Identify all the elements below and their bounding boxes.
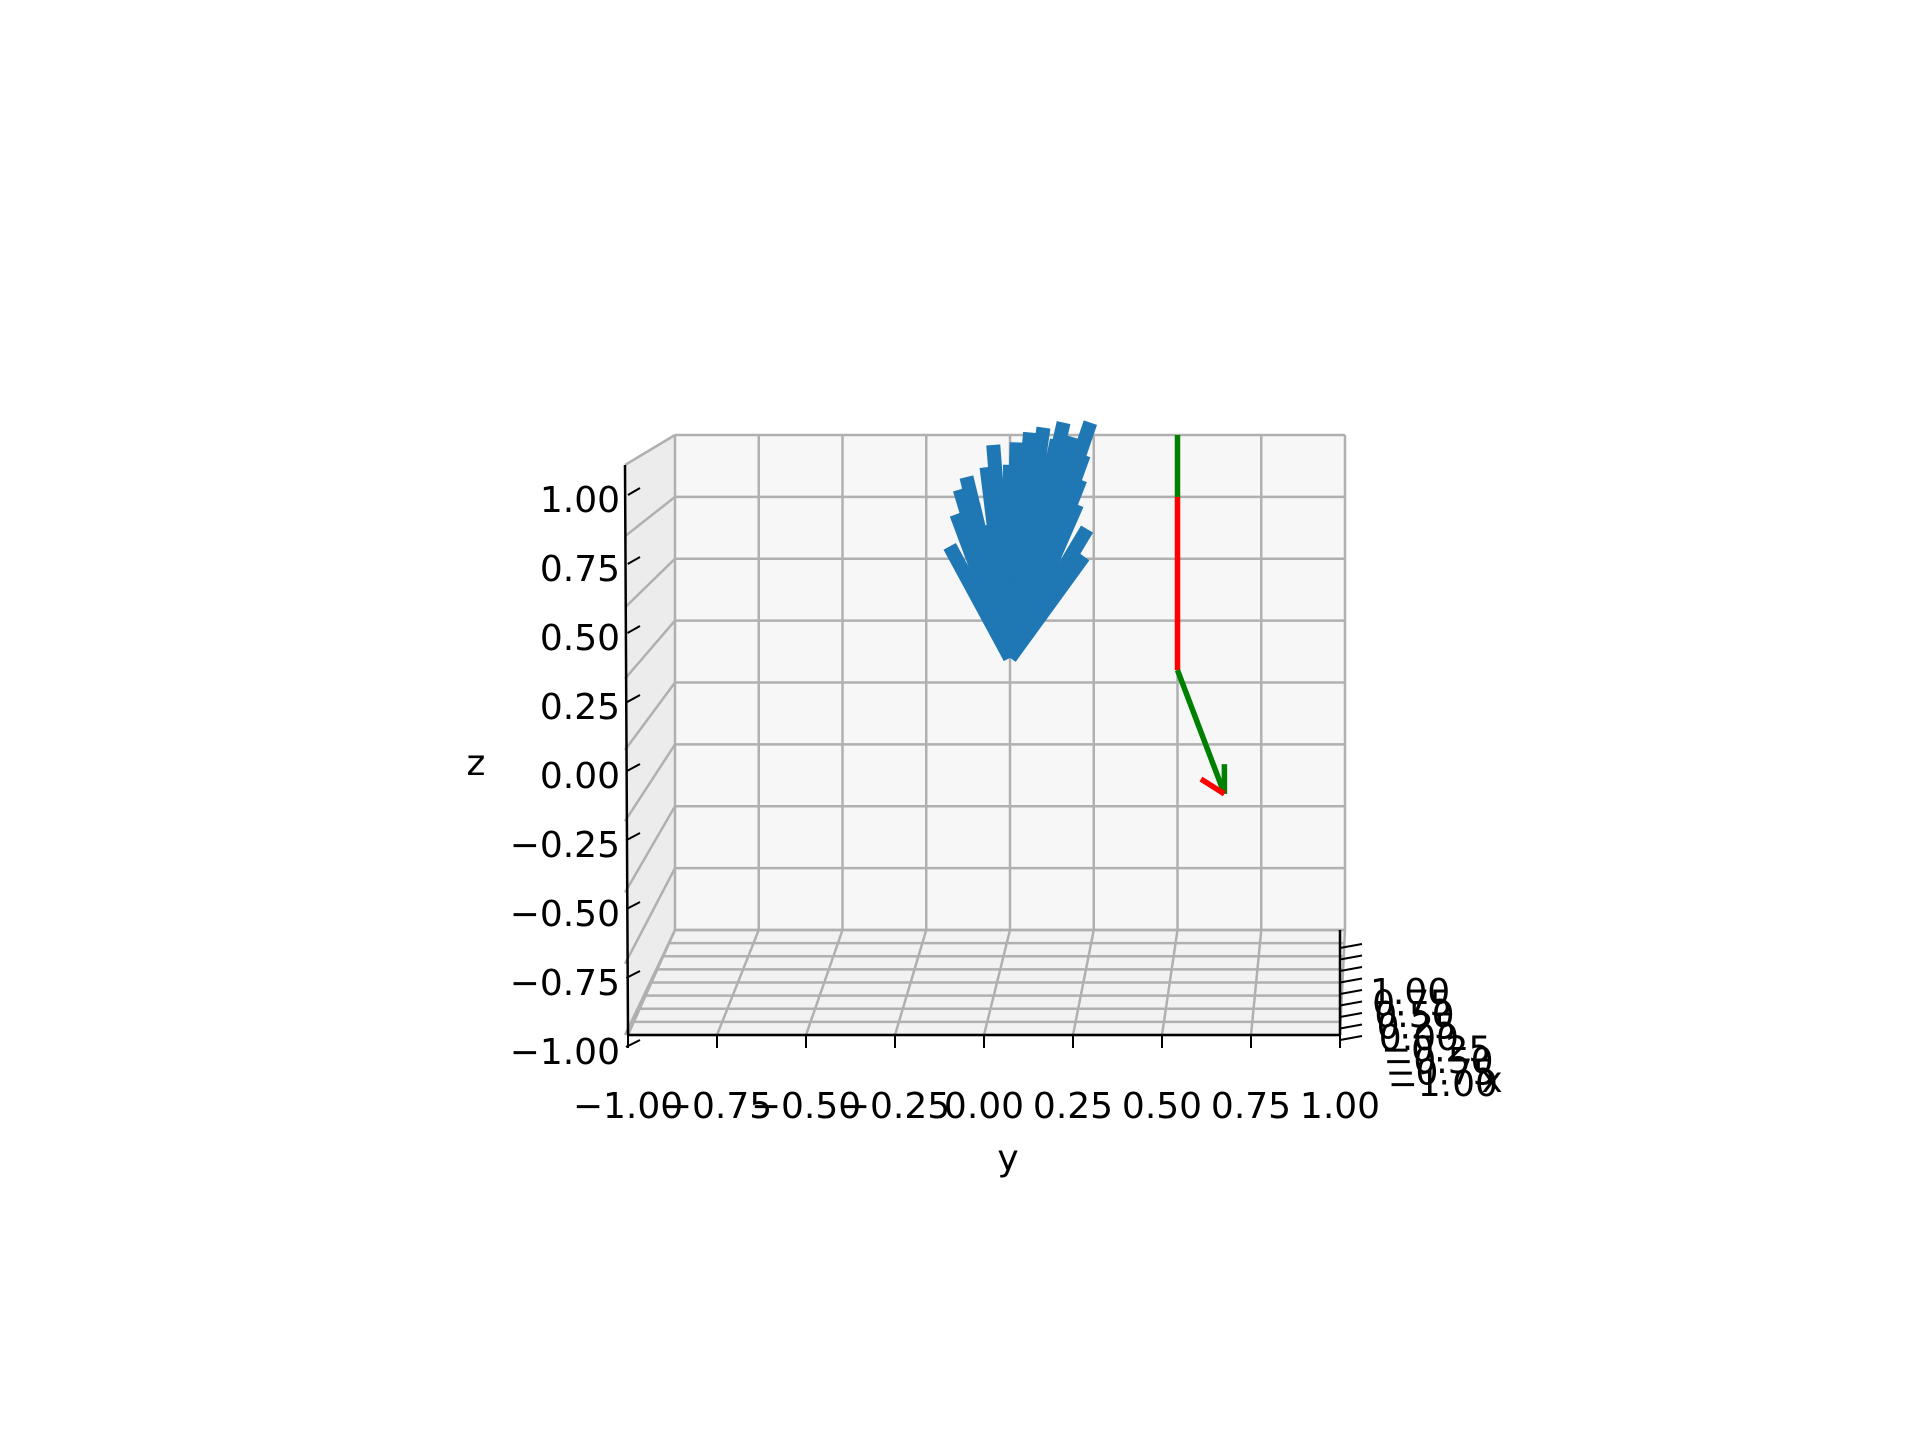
side-gridline-z [624, 495, 676, 538]
y-tick-label: 0.50 [1122, 1086, 1202, 1127]
x-tick [1339, 989, 1363, 995]
x-tick [1339, 943, 1363, 949]
bundle-line [1003, 585, 1044, 661]
z-tick [625, 1039, 641, 1048]
bundle-line [970, 580, 1017, 661]
green-segment [1174, 669, 1227, 795]
z-tick [626, 763, 641, 772]
z-axis-label: z [467, 743, 486, 784]
x-tick [1339, 977, 1363, 984]
side-gridline-z [623, 867, 677, 965]
z-tick [625, 970, 641, 979]
z-tick-label: −0.25 [510, 825, 620, 866]
z-tick [627, 556, 641, 565]
y-tick-label: 0.25 [1033, 1086, 1113, 1127]
y-tick-label: −0.75 [662, 1086, 772, 1127]
y-tick-label: −1.00 [573, 1086, 683, 1127]
side-gridline-z [623, 929, 677, 1036]
x-tick-label: −0.75 [1385, 1053, 1495, 1094]
x-tick [1339, 966, 1363, 972]
x-tick [1339, 1012, 1363, 1018]
z-tick [627, 487, 641, 496]
side-gridline-z [624, 557, 676, 609]
y-axis-label: y [997, 1138, 1018, 1179]
x-tick [1339, 1023, 1363, 1030]
y-tick-label: −0.50 [751, 1086, 861, 1127]
x-tick-label: 0.00 [1379, 1018, 1459, 1059]
x-axis-label: x [1481, 1060, 1502, 1101]
z-tick-label: −0.75 [510, 963, 620, 1004]
z-tick-label: 0.25 [540, 687, 620, 728]
side-gridline-z [624, 433, 676, 467]
z-tick [627, 625, 641, 634]
z-tick-label: 0.75 [540, 549, 620, 590]
side-pane [625, 435, 675, 1035]
y-tick-label: 1.00 [1300, 1086, 1380, 1127]
y-tick-label: 0.00 [944, 1086, 1024, 1127]
z-tick-label: 0.50 [540, 618, 620, 659]
z-tick [626, 694, 641, 703]
x-tick [1339, 954, 1363, 961]
y-tick-label: 0.75 [1211, 1086, 1291, 1127]
x-tick-label: −0.25 [1381, 1030, 1491, 1071]
side-gridline-z [624, 619, 676, 680]
x-tick-label: 0.50 [1374, 995, 1454, 1036]
x-tick [1339, 1035, 1363, 1041]
side-gridline-z [623, 743, 677, 822]
z-axis-line [623, 464, 630, 1036]
x-tick-label: −0.50 [1383, 1041, 1493, 1082]
z-tick-label: 1.00 [540, 480, 620, 521]
z-tick [626, 832, 641, 841]
x-tick-label: 0.75 [1372, 984, 1452, 1025]
y-tick-label: −0.25 [840, 1086, 950, 1127]
z-tick-label: −1.00 [510, 1032, 620, 1073]
z-tick-label: −0.50 [510, 894, 620, 935]
x-tick-label: 0.25 [1377, 1007, 1457, 1048]
red-segment [1199, 776, 1226, 797]
x-tick-label: 1.00 [1370, 972, 1450, 1013]
z-tick [626, 901, 641, 910]
x-tick [1339, 1000, 1363, 1007]
z-tick-label: 0.00 [540, 756, 620, 797]
side-gridline-z [623, 805, 677, 894]
x-tick-label: −1.00 [1388, 1064, 1498, 1105]
side-gridline-z [623, 681, 677, 751]
